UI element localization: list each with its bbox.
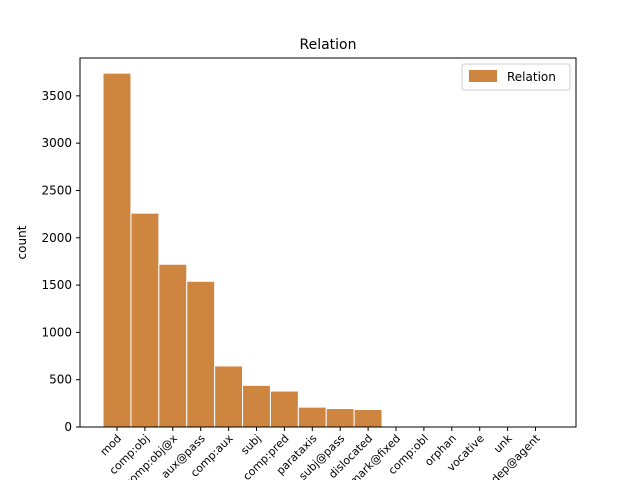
plot-frame bbox=[79, 57, 577, 428]
y-tick-label-6: 3000 bbox=[41, 136, 72, 150]
bar-6 bbox=[269, 390, 299, 427]
y-tick-label-0: 0 bbox=[64, 420, 72, 434]
y-tick-label-3: 1500 bbox=[41, 278, 72, 292]
bar-9 bbox=[353, 408, 383, 427]
legend-label: Relation bbox=[507, 70, 556, 84]
bar-1 bbox=[130, 212, 160, 427]
x-tick-label-15: udep@agent bbox=[484, 431, 544, 480]
bar-2 bbox=[158, 263, 188, 427]
bar-7 bbox=[297, 406, 327, 427]
y-axis-label: count bbox=[15, 225, 29, 259]
bar-0 bbox=[102, 72, 132, 427]
legend: Relation bbox=[461, 63, 571, 91]
x-tick-label-14: unk bbox=[491, 431, 515, 455]
bar-3 bbox=[186, 280, 216, 427]
bar-4 bbox=[214, 365, 244, 427]
y-tick-label-4: 2000 bbox=[41, 231, 72, 245]
bar-5 bbox=[242, 384, 271, 427]
legend-swatch bbox=[469, 70, 497, 82]
y-tick-label-5: 2500 bbox=[41, 183, 72, 197]
y-tick-label-1: 500 bbox=[49, 373, 72, 387]
chart-title: Relation bbox=[300, 37, 357, 53]
y-tick-label-2: 1000 bbox=[41, 325, 72, 339]
bars-group bbox=[102, 72, 383, 427]
y-tick-label-7: 3500 bbox=[41, 89, 72, 103]
bar-8 bbox=[325, 408, 355, 427]
y-axis: 0 500 1000 1500 2000 2500 3000 3500 bbox=[41, 89, 80, 434]
